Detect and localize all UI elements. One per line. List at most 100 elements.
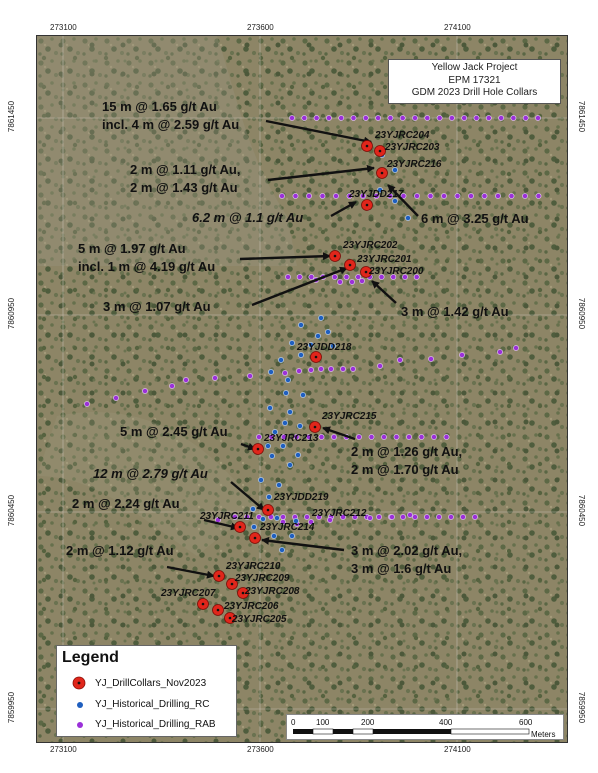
intercept-label: 5 m @ 2.45 g/t Au [120, 424, 228, 439]
rab-point [360, 193, 366, 199]
rab-point [280, 514, 286, 520]
hole-label: 23YJRC206 [223, 601, 279, 612]
hole-label: 23YJDD217 [348, 189, 404, 200]
rc-point [330, 343, 336, 349]
rab-point [296, 368, 302, 374]
rab-point [510, 115, 517, 121]
map-title-box: Yellow Jack Project EPM 17321 GDM 2023 D… [388, 59, 561, 104]
rab-point [418, 434, 425, 440]
x-tick-bottom-1: 273100 [50, 745, 77, 754]
scale-label-200: 200 [361, 718, 375, 727]
intercept-label: 6 m @ 3.25 g/t Au [421, 211, 529, 226]
rc-point [325, 329, 331, 335]
rab-point [282, 370, 288, 376]
rc-point [315, 333, 321, 339]
x-tick-bottom-3: 274100 [444, 745, 471, 754]
rab-point [304, 514, 310, 520]
rc-point [298, 352, 304, 358]
rab-point [327, 517, 333, 523]
rc-legend-icon [77, 702, 83, 708]
rab-point [308, 274, 315, 280]
rc-point [276, 482, 282, 488]
legend: Legend YJ_DrillCollars_Nov2023 YJ_Histor… [56, 645, 237, 737]
rab-point [473, 115, 480, 121]
collar-point [344, 259, 356, 271]
rab-point [306, 434, 312, 440]
rab-legend-icon [77, 722, 83, 728]
hole-label: 23YJRC204 [374, 130, 430, 141]
hole-label: 23YJRC203 [384, 142, 440, 153]
rab-point [289, 115, 295, 121]
rc-point [405, 215, 411, 221]
rc-point [298, 322, 304, 328]
rab-point [343, 274, 350, 280]
rab-point [340, 366, 346, 372]
rab-point [427, 193, 434, 199]
rab-point [424, 115, 431, 121]
collar-point [237, 587, 249, 599]
x-tick-bottom-2: 273600 [247, 745, 274, 754]
rc-point [266, 494, 272, 500]
rab-point [352, 514, 358, 520]
rab-point [169, 383, 175, 389]
rc-point [280, 443, 286, 449]
rc-point [258, 477, 264, 483]
scale-label-600: 600 [519, 718, 533, 727]
scale-bar-segments [293, 728, 530, 735]
rab-point [256, 434, 262, 440]
scale-label-100: 100 [316, 718, 330, 727]
rab-point [400, 193, 407, 199]
rab-point [113, 395, 119, 401]
rab-point [424, 514, 430, 520]
hole-label: 23YJRC209 [234, 573, 290, 584]
rab-point [428, 356, 434, 362]
legend-item-collars: YJ_DrillCollars_Nov2023 [95, 678, 207, 689]
rc-point [295, 452, 301, 458]
rc-point [289, 533, 295, 539]
rab-point [313, 115, 320, 121]
intercept-label: 3 m @ 1.07 g/t Au [103, 299, 211, 314]
arrow-dd217-b [387, 184, 419, 217]
intercept-label: 2 m @ 1.11 g/t Au, [130, 162, 240, 177]
rab-point [333, 193, 339, 199]
rab-point [508, 193, 515, 199]
rab-point [337, 279, 343, 285]
rab-point [402, 274, 408, 280]
rab-point [375, 115, 381, 121]
hole-label: 23YJRC200 [368, 266, 424, 277]
arrow-dd219 [230, 481, 265, 511]
rc-point [289, 340, 295, 346]
rab-point [381, 434, 387, 440]
rab-point [84, 401, 90, 407]
x-tick-top-3: 274100 [444, 23, 471, 32]
rab-point [306, 193, 312, 199]
rab-point [412, 514, 418, 520]
rab-point [472, 514, 478, 520]
hole-label: 23YJRC201 [356, 254, 412, 265]
rab-point [308, 519, 314, 525]
rab-point [285, 274, 291, 280]
hole-label: 23YJRC213 [263, 433, 319, 444]
hole-label: 23YJRC205 [231, 614, 287, 625]
rab-point [142, 388, 148, 394]
hole-label: 23YJRC208 [244, 586, 300, 597]
rab-point [368, 434, 375, 440]
rab-point [316, 514, 322, 520]
rab-point [390, 274, 397, 280]
collar-point [376, 167, 388, 179]
collar-point [361, 140, 373, 152]
rab-point [399, 115, 406, 121]
rab-point [281, 434, 287, 440]
rc-point [287, 462, 293, 468]
rab-point [485, 115, 492, 121]
rab-point [497, 349, 503, 355]
rc-point [265, 443, 271, 449]
intercept-label: 6.2 m @ 1.1 g/t Au [192, 210, 303, 225]
hole-label: 23YJRC202 [342, 240, 398, 251]
rab-point [400, 514, 406, 520]
rab-point [367, 515, 373, 521]
rab-point [431, 434, 437, 440]
hole-labels: 23YJRC204 23YJRC203 23YJRC216 23YJDD217 … [160, 130, 442, 625]
rc-point [279, 547, 285, 553]
rab-point [356, 434, 362, 440]
